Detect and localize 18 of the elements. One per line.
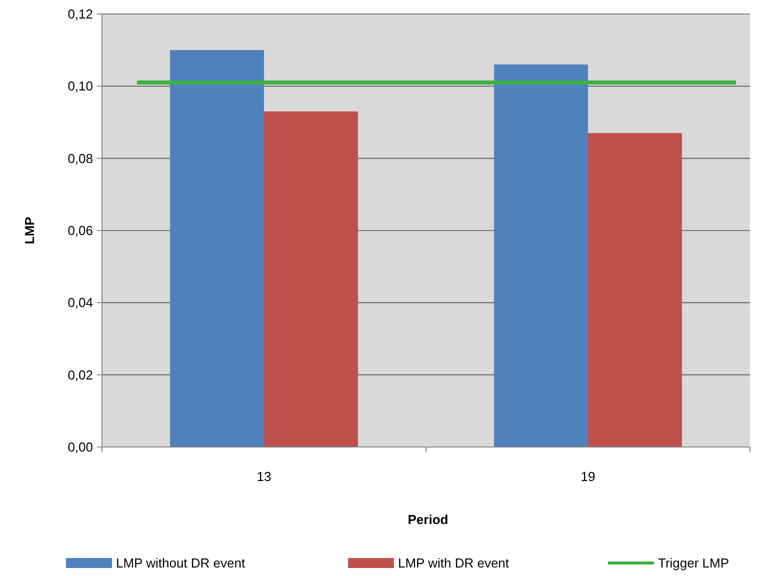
bar — [494, 64, 588, 447]
x-tick-label: 19 — [580, 469, 596, 484]
bar — [588, 133, 682, 447]
y-axis-title: LMP — [22, 216, 37, 244]
y-tick-label: 0,12 — [68, 6, 93, 22]
y-tick-label: 0,04 — [68, 295, 93, 310]
y-tick-label: 0,10 — [68, 78, 93, 94]
legend-label: Trigger LMP — [658, 556, 730, 571]
y-tick-label: 0,08 — [68, 150, 93, 166]
y-tick-label: 0,02 — [68, 367, 93, 382]
bar — [264, 111, 358, 447]
y-tick-label: 0,00 — [68, 440, 93, 455]
x-tick-label: 13 — [256, 469, 272, 484]
bar — [170, 50, 264, 447]
legend-label: LMP with DR event — [398, 556, 510, 571]
x-axis-title: Period — [408, 512, 448, 527]
y-tick-label: 0,06 — [68, 223, 93, 238]
legend-label: LMP without DR event — [116, 556, 246, 571]
